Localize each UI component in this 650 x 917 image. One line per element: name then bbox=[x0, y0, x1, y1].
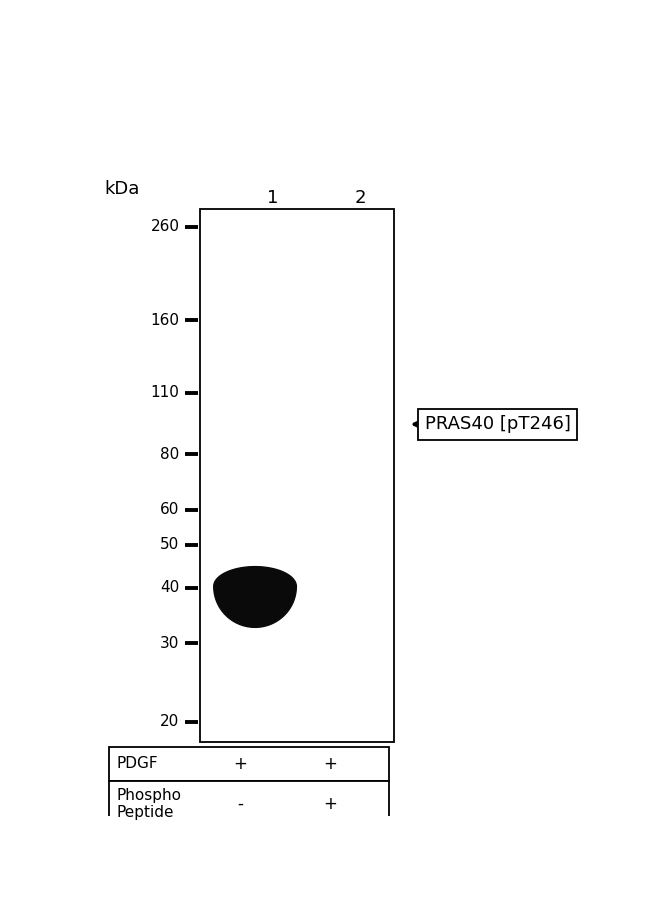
Text: 30: 30 bbox=[160, 635, 179, 651]
Text: 110: 110 bbox=[151, 385, 179, 400]
Text: Phospho
Peptide: Phospho Peptide bbox=[116, 788, 181, 820]
Text: 40: 40 bbox=[161, 580, 179, 595]
Bar bbox=[109, 747, 389, 781]
Bar bbox=[200, 209, 393, 742]
Text: kDa: kDa bbox=[104, 181, 139, 198]
Text: +: + bbox=[324, 795, 337, 812]
Text: 60: 60 bbox=[160, 503, 179, 517]
Text: 260: 260 bbox=[151, 219, 179, 234]
Text: 160: 160 bbox=[151, 313, 179, 328]
Text: +: + bbox=[233, 755, 247, 773]
Text: +: + bbox=[324, 755, 337, 773]
Polygon shape bbox=[214, 567, 296, 627]
Text: 1: 1 bbox=[267, 189, 278, 207]
Text: PDGF: PDGF bbox=[116, 757, 158, 771]
Text: -: - bbox=[237, 795, 243, 812]
Text: 20: 20 bbox=[161, 714, 179, 729]
Text: 50: 50 bbox=[161, 537, 179, 552]
Text: PRAS40 [pT246]: PRAS40 [pT246] bbox=[425, 415, 571, 433]
Text: 80: 80 bbox=[161, 447, 179, 461]
Text: 2: 2 bbox=[355, 189, 367, 207]
Bar bbox=[109, 781, 389, 827]
